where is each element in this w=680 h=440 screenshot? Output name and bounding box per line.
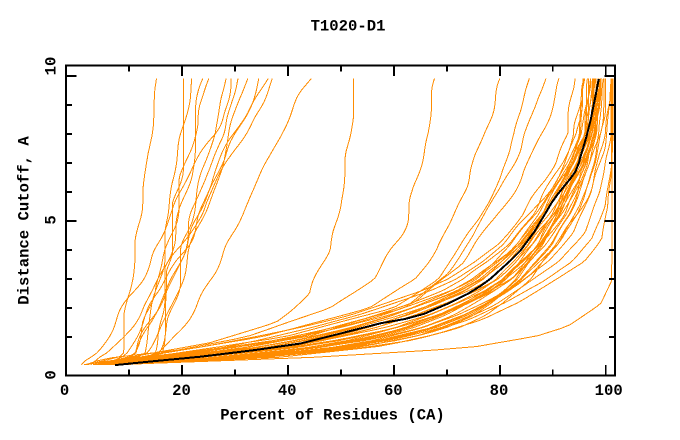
- svg-text:0: 0: [42, 370, 60, 379]
- svg-text:5: 5: [42, 215, 60, 224]
- svg-text:80: 80: [490, 382, 509, 400]
- svg-text:Percent of Residues (CA): Percent of Residues (CA): [220, 407, 445, 425]
- svg-text:T1020-D1: T1020-D1: [311, 18, 386, 36]
- svg-text:100: 100: [595, 382, 623, 400]
- svg-text:0: 0: [60, 382, 69, 400]
- svg-text:60: 60: [384, 382, 403, 400]
- svg-text:10: 10: [42, 57, 60, 76]
- svg-text:40: 40: [278, 382, 297, 400]
- svg-text:20: 20: [172, 382, 191, 400]
- svg-text:Distance Cutoff, A: Distance Cutoff, A: [15, 136, 33, 305]
